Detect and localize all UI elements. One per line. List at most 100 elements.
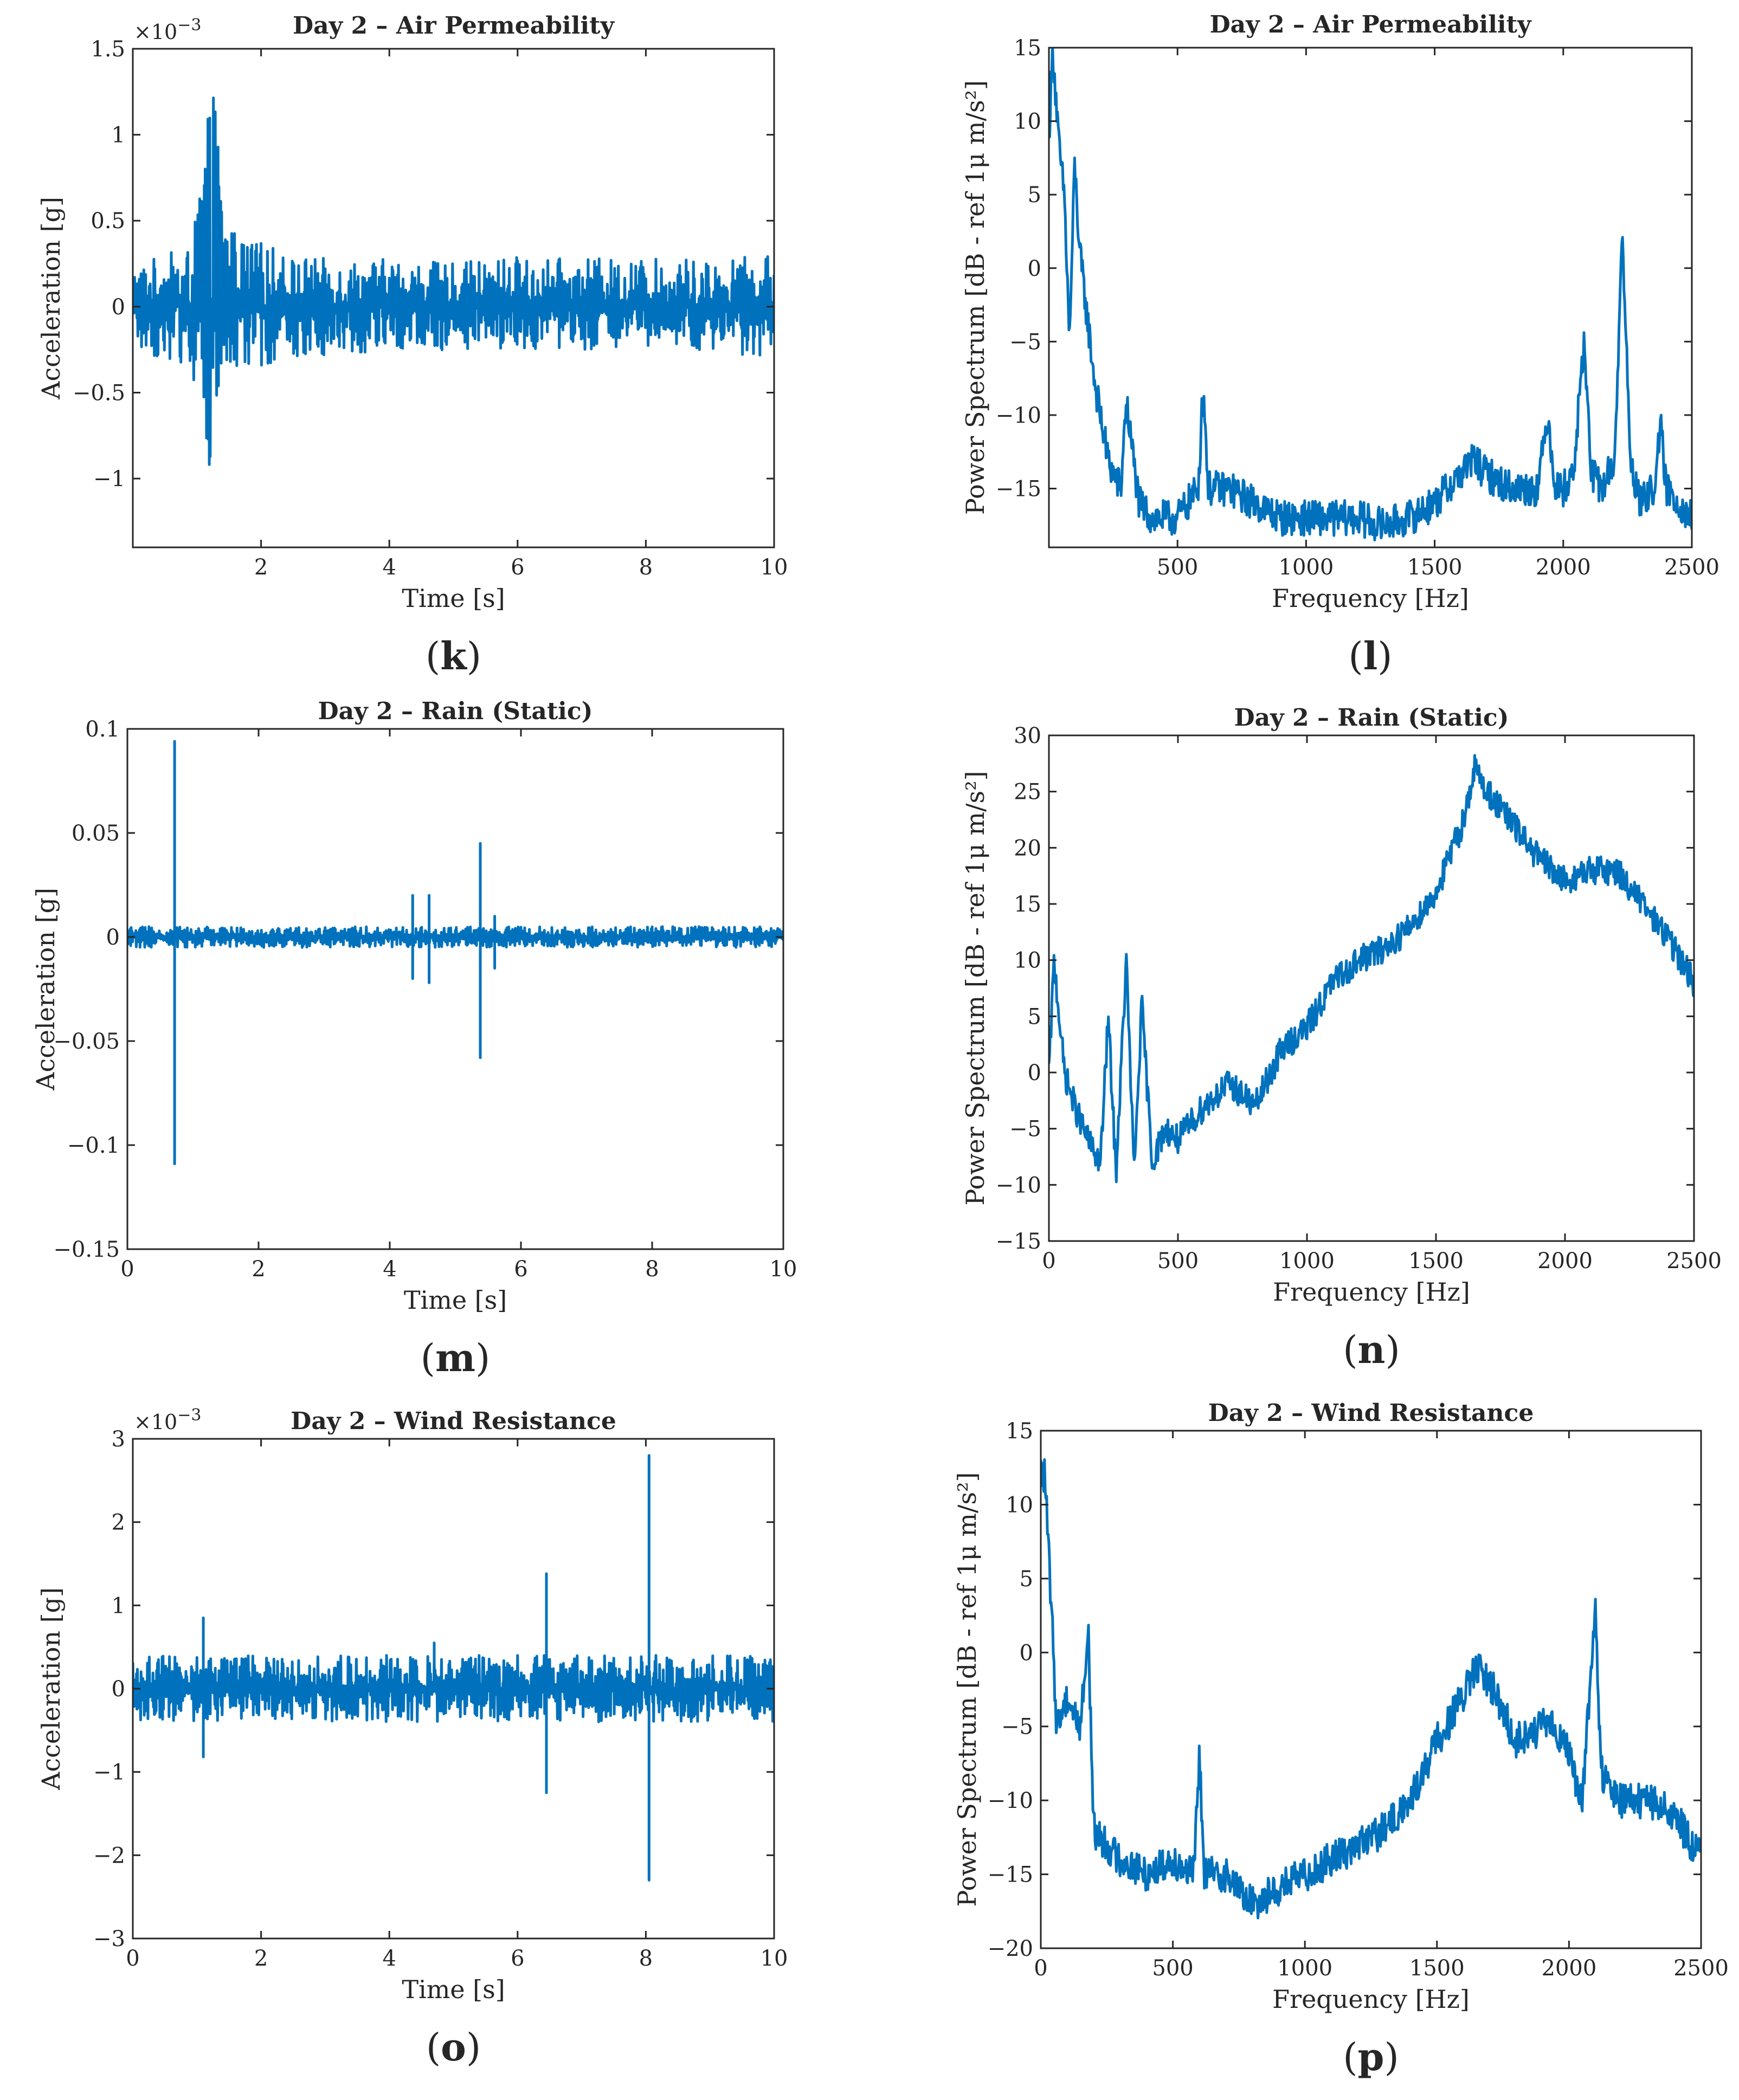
x-axis-label-n: Frequency [Hz]	[1273, 1277, 1470, 1307]
y-axis-label-o: Acceleration [g]	[36, 1587, 66, 1791]
y-tick-label-o: 2	[112, 1510, 125, 1535]
y-tick-label-m: 0.05	[72, 821, 120, 846]
panel-letter-o: (o)	[426, 2025, 481, 2070]
y-tick-label-n: 10	[1014, 948, 1041, 973]
x-axis-label-p: Frequency [Hz]	[1272, 1985, 1470, 2014]
x-tick-label-p: 2500	[1673, 1956, 1729, 1981]
x-tick-label-p: 1000	[1277, 1956, 1332, 1981]
y-axis-label-n: Power Spectrum [dB - ref 1μ m/s²]	[961, 771, 990, 1205]
series-line-k	[133, 96, 774, 466]
panel-letter-n: (n)	[1343, 1327, 1400, 1372]
x-tick-label-o: 4	[382, 1946, 396, 1971]
x-tick-label-n: 1000	[1279, 1249, 1335, 1274]
y-tick-label-k: 0.5	[91, 209, 125, 234]
panel-l: 500 1000 1500 2000 2500 −15 −10 −5 0 5 10 15 Day 2 –…	[961, 11, 1719, 679]
y-tick-label-p: −20	[988, 1936, 1033, 1961]
y-tick-label-l: −5	[1009, 329, 1041, 354]
x-axis-label-o: Time [s]	[402, 1975, 505, 2004]
y-tick-label-k: 1.5	[91, 37, 125, 62]
y-tick-label-n: −5	[1009, 1117, 1041, 1142]
y-tick-label-p: 0	[1020, 1640, 1033, 1665]
chart-title-p: Day 2 – Wind Resistance	[1208, 1399, 1534, 1427]
series-line-l	[1049, 48, 1692, 541]
x-tick-label-m: 8	[645, 1257, 659, 1282]
y-tick-label-n: 0	[1028, 1061, 1041, 1085]
y-tick-label-p: 5	[1020, 1567, 1033, 1592]
x-axis-label-l: Frequency [Hz]	[1272, 584, 1469, 613]
y-tick-label-n: 15	[1014, 892, 1041, 917]
y-tick-label-l: 0	[1028, 256, 1041, 281]
y-tick-label-p: 15	[1006, 1419, 1033, 1444]
y-exponent-o: ×10−3	[134, 1406, 201, 1434]
series-line-p	[1041, 1458, 1701, 1920]
y-tick-label-l: 5	[1028, 183, 1041, 208]
x-tick-label-o: 8	[639, 1946, 653, 1971]
series-line-m	[127, 740, 783, 1166]
chart-title-k: Day 2 – Air Permeability	[293, 12, 615, 40]
y-tick-label-n: −15	[996, 1229, 1041, 1254]
y-tick-label-k: 1	[112, 123, 125, 148]
chart-title-m: Day 2 – Rain (Static)	[318, 697, 593, 725]
panel-k: 2 4 6 8 10 −1 −0.5 0 0.5 1 1.5 Day 2 – Air Permeabi…	[36, 12, 788, 679]
y-exponent-k: ×10−3	[134, 16, 201, 44]
y-tick-label-n: 30	[1014, 723, 1041, 748]
y-tick-label-m: −0.1	[67, 1133, 120, 1158]
plot-frame-p	[1040, 1430, 1702, 1949]
x-tick-label-m: 0	[120, 1257, 134, 1282]
x-tick-label-m: 6	[514, 1257, 527, 1282]
chart-title-o: Day 2 – Wind Resistance	[291, 1407, 616, 1435]
y-axis-label-k: Acceleration [g]	[36, 197, 66, 400]
x-tick-label-l: 2000	[1536, 555, 1591, 580]
panel-letter-m: (m)	[421, 1335, 491, 1380]
panel-letter-p: (p)	[1343, 2034, 1399, 2079]
y-tick-label-m: −0.05	[53, 1029, 120, 1054]
y-axis-label-l: Power Spectrum [dB - ref 1μ m/s²]	[961, 80, 990, 515]
y-tick-label-o: 1	[112, 1593, 125, 1618]
x-tick-label-l: 500	[1157, 555, 1198, 580]
y-tick-label-p: 10	[1006, 1492, 1033, 1517]
y-tick-label-p: −5	[1001, 1715, 1033, 1740]
panel-o: 0 2 4 6 8 10 −3 −2 −1 0 1 2 3 Day 2 – Wind Resistance…	[36, 1406, 788, 2070]
x-tick-label-m: 4	[383, 1257, 396, 1282]
y-tick-label-o: −3	[93, 1927, 125, 1952]
x-axis-label-m: Time [s]	[404, 1285, 507, 1315]
y-tick-label-m: 0	[106, 925, 120, 950]
x-tick-label-o: 2	[254, 1946, 268, 1971]
x-tick-label-k: 8	[639, 555, 653, 580]
x-tick-label-k: 2	[254, 555, 268, 580]
x-tick-label-o: 10	[761, 1946, 788, 1971]
series-line-n	[1049, 754, 1694, 1184]
x-tick-label-l: 1000	[1279, 555, 1334, 580]
panel-n: 0 500 1000 1500 2000 2500 −15 −10 −5 0 5 10 15 20 25 30…	[961, 704, 1722, 1372]
plot-frame-k	[132, 48, 775, 548]
panel-p: 0 500 1000 1500 2000 2500 −20 −15 −10 −5 0 5 10 15 Day…	[952, 1399, 1729, 2079]
y-tick-label-n: 5	[1028, 1004, 1041, 1029]
x-tick-label-p: 1500	[1409, 1956, 1465, 1981]
panel-m: 0 2 4 6 8 10 −0.15 −0.1 −0.05 0 0.05 0.1 Day 2 – Rai…	[31, 697, 797, 1380]
panel-letter-l: (l)	[1348, 634, 1392, 679]
y-axis-label-p: Power Spectrum [dB - ref 1μ m/s²]	[952, 1472, 982, 1907]
chart-title-l: Day 2 – Air Permeability	[1209, 11, 1532, 38]
y-tick-label-n: 25	[1014, 780, 1041, 805]
plot-frame-m	[126, 728, 784, 1250]
panel-letter-k: (k)	[426, 634, 481, 679]
y-tick-label-l: 15	[1014, 36, 1041, 61]
plot-frame-n	[1048, 734, 1695, 1242]
x-tick-label-n: 1500	[1408, 1249, 1464, 1274]
x-tick-label-m: 10	[770, 1257, 797, 1282]
y-tick-label-l: −15	[996, 477, 1041, 502]
x-tick-label-o: 6	[511, 1946, 524, 1971]
x-tick-label-m: 2	[252, 1257, 265, 1282]
y-tick-label-l: −10	[996, 403, 1041, 428]
y-tick-label-p: −10	[988, 1788, 1033, 1813]
x-tick-label-p: 2000	[1542, 1956, 1597, 1981]
y-tick-label-o: 0	[112, 1677, 125, 1702]
y-tick-label-o: −2	[93, 1843, 125, 1868]
y-tick-label-n: −10	[996, 1173, 1041, 1198]
y-tick-label-k: −1	[93, 467, 125, 492]
y-tick-label-k: 0	[112, 295, 125, 320]
y-tick-label-o: −1	[93, 1760, 125, 1785]
x-tick-label-p: 500	[1152, 1956, 1193, 1981]
y-tick-label-m: 0.1	[85, 717, 120, 742]
